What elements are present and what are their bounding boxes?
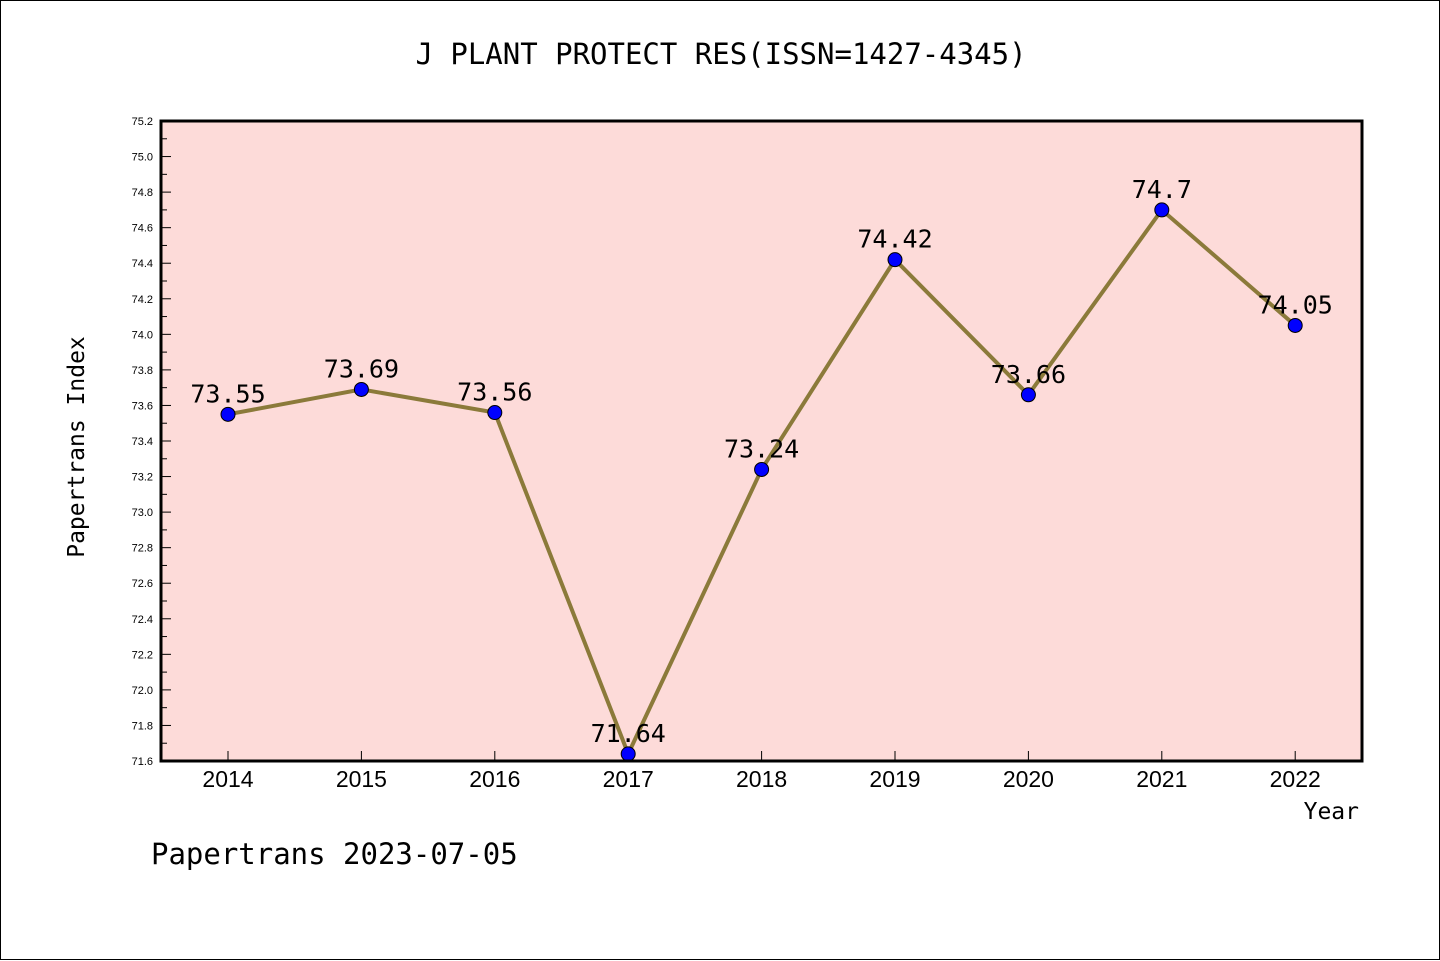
data-label: 74.42	[857, 225, 932, 254]
y-axis-ticks: 71.6 71.8 72.0 72.2 72.4 72.6 72.8 73.0 73.2 73.4…	[132, 116, 171, 768]
x-tick-label: 2018	[736, 766, 787, 792]
data-point	[1287, 317, 1303, 333]
y-tick-label: 73.0	[132, 507, 153, 519]
x-tick-label: 2019	[869, 766, 920, 792]
x-axis-label: Year	[1303, 799, 1359, 825]
x-tick-label: 2020	[1003, 766, 1054, 792]
x-tick-label: 2017	[603, 766, 654, 792]
x-tick-label: 2014	[202, 766, 253, 792]
y-tick-label: 71.8	[132, 720, 153, 732]
plot-background	[161, 121, 1362, 761]
y-tick-label: 74.6	[132, 223, 153, 235]
footer-credit: Papertrans 2023-07-05	[151, 837, 518, 871]
data-point	[887, 252, 903, 268]
y-tick-label: 72.8	[132, 543, 153, 555]
plot-frame	[159, 119, 1364, 763]
y-tick-label: 72.2	[132, 649, 153, 661]
x-tick-label: 2016	[469, 766, 520, 792]
data-label: 73.69	[324, 354, 399, 383]
chart-title: J PLANT PROTECT RES(ISSN=1427-4345)	[415, 37, 1027, 71]
data-point	[620, 746, 636, 762]
y-tick-label: 73.4	[132, 436, 153, 448]
y-tick-label: 73.2	[132, 472, 153, 484]
y-tick-label: 73.8	[132, 365, 153, 377]
y-tick-label: 74.2	[132, 294, 153, 306]
x-tick-label: 2022	[1270, 766, 1321, 792]
data-point	[754, 461, 770, 477]
data-point	[487, 405, 503, 421]
y-tick-label: 72.6	[132, 578, 153, 590]
y-tick-label: 73.6	[132, 400, 153, 412]
y-tick-label: 72.0	[132, 685, 153, 697]
x-tick-label: 2021	[1136, 766, 1187, 792]
y-tick-label: 74.4	[132, 258, 153, 270]
data-label: 73.24	[724, 434, 799, 463]
x-axis-ticks: 2014 2015 2016 2017 2018 2019 2020 2021 2022	[202, 751, 1321, 792]
data-point	[1154, 202, 1170, 218]
y-tick-label: 71.6	[132, 756, 153, 768]
data-label: 73.66	[991, 360, 1066, 389]
data-point	[1020, 387, 1036, 403]
y-tick-label: 75.2	[132, 116, 153, 128]
data-point	[220, 406, 236, 422]
data-label: 73.55	[190, 379, 265, 408]
y-tick-label: 75.0	[132, 152, 153, 164]
data-label: 74.7	[1132, 175, 1192, 204]
data-label: 74.05	[1258, 290, 1333, 319]
data-label: 73.56	[457, 378, 532, 407]
data-label: 71.64	[591, 719, 666, 748]
data-point	[353, 381, 369, 397]
y-tick-label: 72.4	[132, 614, 153, 626]
y-tick-label: 74.8	[132, 187, 153, 199]
series-layer: 73.55 73.69 73.56 71.64 73.24 74.42 73.66 74.7 7…	[190, 175, 1333, 762]
y-tick-label: 74.0	[132, 329, 153, 341]
x-tick-label: 2015	[336, 766, 387, 792]
